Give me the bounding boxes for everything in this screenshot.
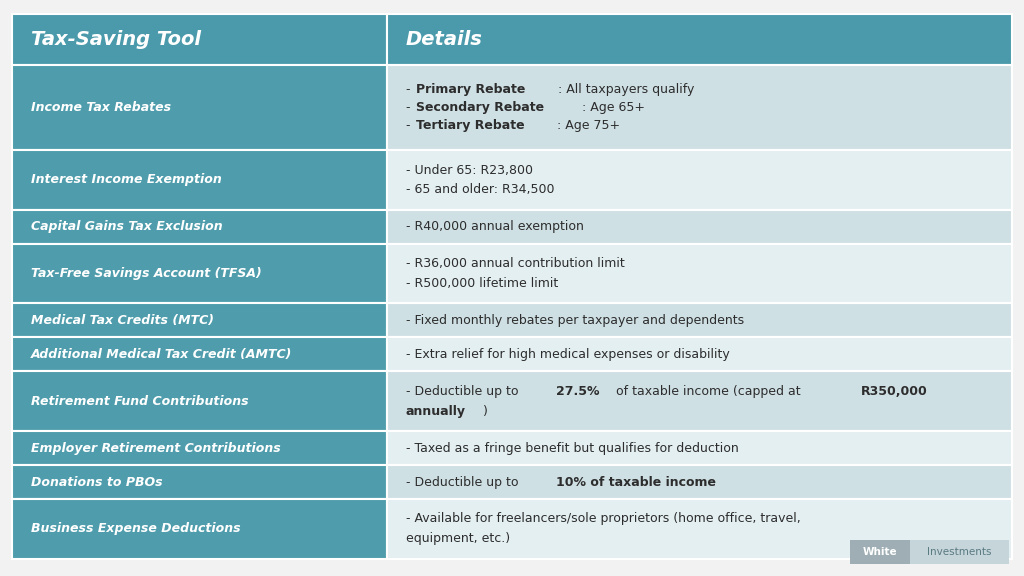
Text: Employer Retirement Contributions: Employer Retirement Contributions [31, 442, 281, 454]
Text: ): ) [483, 405, 487, 418]
Text: Investments: Investments [927, 547, 991, 558]
Text: - Under 65: R23,800: - Under 65: R23,800 [406, 164, 532, 176]
Text: - Fixed monthly rebates per taxpayer and dependents: - Fixed monthly rebates per taxpayer and… [406, 314, 743, 327]
Bar [387, 372, 1012, 431]
Text: -: - [406, 119, 414, 132]
Bar [387, 14, 1012, 65]
Text: White: White [863, 547, 897, 558]
Text: Medical Tax Credits (MTC): Medical Tax Credits (MTC) [31, 314, 214, 327]
Text: -: - [406, 101, 414, 114]
Bar [12, 14, 387, 65]
Bar [387, 210, 1012, 244]
Bar [12, 304, 387, 338]
Text: annually: annually [406, 405, 466, 418]
Text: Additional Medical Tax Credit (AMTC): Additional Medical Tax Credit (AMTC) [31, 348, 292, 361]
Bar [12, 210, 387, 244]
Bar [387, 465, 1012, 499]
Text: R350,000: R350,000 [860, 385, 928, 398]
Text: : All taxpayers qualify: : All taxpayers qualify [558, 83, 694, 96]
Text: equipment, etc.): equipment, etc.) [406, 532, 510, 545]
Text: - Extra relief for high medical expenses or disability: - Extra relief for high medical expenses… [406, 348, 729, 361]
Text: of taxable income (capped at: of taxable income (capped at [612, 385, 805, 398]
Text: Tax-Free Savings Account (TFSA): Tax-Free Savings Account (TFSA) [31, 267, 261, 280]
Bar [12, 65, 387, 150]
Text: - 65 and older: R34,500: - 65 and older: R34,500 [406, 183, 554, 196]
Text: Income Tax Rebates: Income Tax Rebates [31, 101, 171, 114]
Bar [12, 431, 387, 465]
Text: - R500,000 lifetime limit: - R500,000 lifetime limit [406, 277, 558, 290]
Bar [387, 304, 1012, 338]
Text: : Age 75+: : Age 75+ [557, 119, 620, 132]
Bar [12, 244, 387, 304]
Text: Tax-Saving Tool: Tax-Saving Tool [31, 31, 201, 49]
Bar [910, 540, 1009, 564]
Text: Primary Rebate: Primary Rebate [417, 83, 526, 96]
Text: 27.5%: 27.5% [556, 385, 599, 398]
Text: Capital Gains Tax Exclusion: Capital Gains Tax Exclusion [31, 220, 222, 233]
Bar [387, 244, 1012, 304]
Text: Secondary Rebate: Secondary Rebate [417, 101, 545, 114]
Text: Interest Income Exemption: Interest Income Exemption [31, 173, 221, 187]
Text: Retirement Fund Contributions: Retirement Fund Contributions [31, 395, 249, 408]
Text: - Deductible up to: - Deductible up to [406, 476, 522, 488]
Text: - R40,000 annual exemption: - R40,000 annual exemption [406, 220, 584, 233]
Bar [12, 465, 387, 499]
Bar [12, 150, 387, 210]
Bar [387, 338, 1012, 372]
Bar [387, 499, 1012, 559]
Text: : Age 65+: : Age 65+ [582, 101, 645, 114]
Text: -: - [406, 83, 414, 96]
Bar [12, 499, 387, 559]
Text: 10% of taxable income: 10% of taxable income [556, 476, 716, 488]
Text: Business Expense Deductions: Business Expense Deductions [31, 522, 241, 536]
Bar [387, 431, 1012, 465]
Bar [387, 150, 1012, 210]
Text: - Available for freelancers/sole proprietors (home office, travel,: - Available for freelancers/sole proprie… [406, 513, 800, 525]
Bar [12, 338, 387, 372]
Bar [387, 65, 1012, 150]
Text: - Deductible up to: - Deductible up to [406, 385, 522, 398]
Text: - R36,000 annual contribution limit: - R36,000 annual contribution limit [406, 257, 625, 270]
Text: - Taxed as a fringe benefit but qualifies for deduction: - Taxed as a fringe benefit but qualifie… [406, 442, 738, 454]
Text: Details: Details [406, 31, 482, 49]
Bar [850, 540, 910, 564]
Bar [12, 372, 387, 431]
Text: Tertiary Rebate: Tertiary Rebate [417, 119, 525, 132]
Text: Donations to PBOs: Donations to PBOs [31, 476, 163, 488]
